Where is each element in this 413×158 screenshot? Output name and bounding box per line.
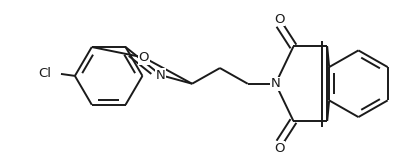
Text: N: N	[270, 77, 280, 90]
Text: N: N	[156, 69, 165, 82]
Text: O: O	[273, 142, 284, 155]
Text: O: O	[273, 12, 284, 26]
Text: Cl: Cl	[38, 67, 51, 80]
Text: O: O	[138, 51, 149, 64]
